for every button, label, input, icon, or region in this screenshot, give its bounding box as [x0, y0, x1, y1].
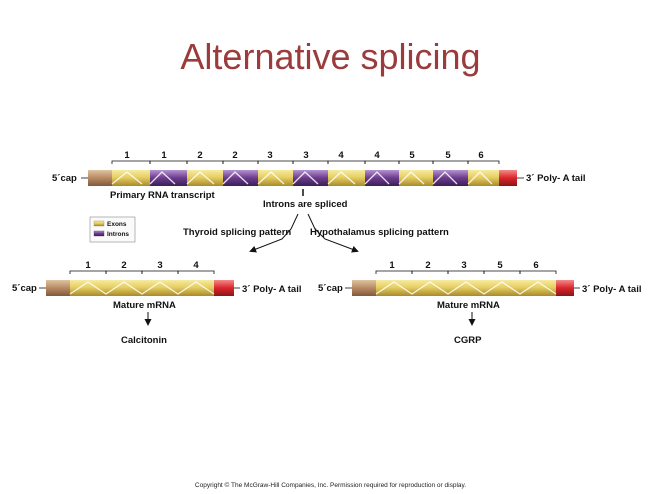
legend-intron-swatch: [93, 230, 105, 237]
exon-segment: [399, 170, 433, 186]
exon-number-label: 5: [409, 150, 415, 161]
exon-number-label: 3: [303, 150, 308, 161]
hypothalamus-pattern-label: Hypothalamus splicing pattern: [310, 227, 449, 238]
intron-segment: [365, 170, 399, 186]
thyroid-arrow: [249, 213, 299, 253]
exon-segment: [328, 170, 365, 186]
thyroid-polya-tail: [214, 280, 234, 296]
legend-introns-label: Introns: [107, 231, 129, 238]
primary-5cap: [88, 170, 112, 186]
thyroid-5cap-label: 5´cap: [12, 283, 37, 294]
exon-segment: [468, 170, 499, 186]
hypothalamus-exon-numbers: 1 2 3 5 6: [389, 260, 538, 271]
exon-number-label: 4: [338, 150, 344, 161]
primary-polya-label: 3´ Poly- A tail: [526, 173, 585, 184]
exon-segment: [187, 170, 223, 186]
hypothalamus-brackets: [375, 270, 557, 274]
legend-exons-label: Exons: [107, 221, 127, 228]
exon-segment: [258, 170, 293, 186]
thyroid-5cap: [46, 280, 70, 296]
exon-number-label: 4: [193, 260, 199, 271]
hypothalamus-polya-label: 3´ Poly- A tail: [582, 284, 641, 295]
exon-number-label: 2: [232, 150, 237, 161]
hypothalamus-mature-label: Mature mRNA: [437, 300, 500, 311]
legend: Exons Introns: [89, 216, 136, 243]
thyroid-mature-label: Mature mRNA: [113, 300, 176, 311]
hypothalamus-5cap: [352, 280, 376, 296]
exon-segment: [112, 170, 150, 186]
primary-brackets: [111, 160, 500, 164]
introns-spliced-label: Introns are spliced: [263, 199, 348, 210]
thyroid-pattern-label: Thyroid splicing pattern: [183, 227, 291, 238]
cgrp-label: CGRP: [454, 335, 482, 346]
exon-number-label: 6: [533, 260, 538, 271]
exon-number-label: 1: [85, 260, 91, 271]
exon-number-label: 5: [445, 150, 451, 161]
exon-number-label: 3: [461, 260, 466, 271]
exon-number-label: 1: [389, 260, 395, 271]
exon-number-label: 2: [121, 260, 126, 271]
hypothalamus-polya-tail: [556, 280, 574, 296]
slide-title: Alternative splicing: [180, 36, 481, 77]
exon-number-label: 5: [497, 260, 503, 271]
exon-number-label: 1: [124, 150, 130, 161]
exon-number-label: 2: [425, 260, 430, 271]
exon-number-label: 6: [478, 150, 483, 161]
primary-transcript: 5´cap 3´ Poly- A tail 1 1: [52, 150, 585, 210]
primary-transcript-label: Primary RNA transcript: [110, 190, 216, 201]
thyroid-brackets: [69, 270, 215, 274]
exon-number-label: 3: [157, 260, 162, 271]
thyroid-exon-numbers: 1 2 3 4: [85, 260, 199, 271]
thyroid-exons: [70, 280, 214, 296]
copyright-notice: Copyright © The McGraw-Hill Companies, I…: [194, 482, 467, 489]
exon-number-label: 3: [267, 150, 272, 161]
calcitonin-label: Calcitonin: [121, 335, 167, 346]
intron-segment: [223, 170, 258, 186]
thyroid-polya-label: 3´ Poly- A tail: [242, 284, 301, 295]
primary-5cap-label: 5´cap: [52, 173, 77, 184]
exon-number-label: 4: [374, 150, 380, 161]
primary-polya-tail: [499, 170, 517, 186]
thyroid-mrna: 5´cap 3´ Poly- A tail 1 2 3 4 Mature mRNA C…: [12, 260, 301, 346]
hypothalamus-5cap-label: 5´cap: [318, 283, 343, 294]
exon-number-label: 1: [161, 150, 167, 161]
hypothalamus-arrow: [307, 213, 359, 253]
intron-segment: [293, 170, 328, 186]
primary-exon-numbers: 1 1 2 2 3 3 4 4 5 5 6: [124, 150, 483, 161]
hypothalamus-exons: [376, 280, 556, 296]
exon-number-label: 2: [197, 150, 202, 161]
legend-exon-swatch: [93, 220, 105, 227]
